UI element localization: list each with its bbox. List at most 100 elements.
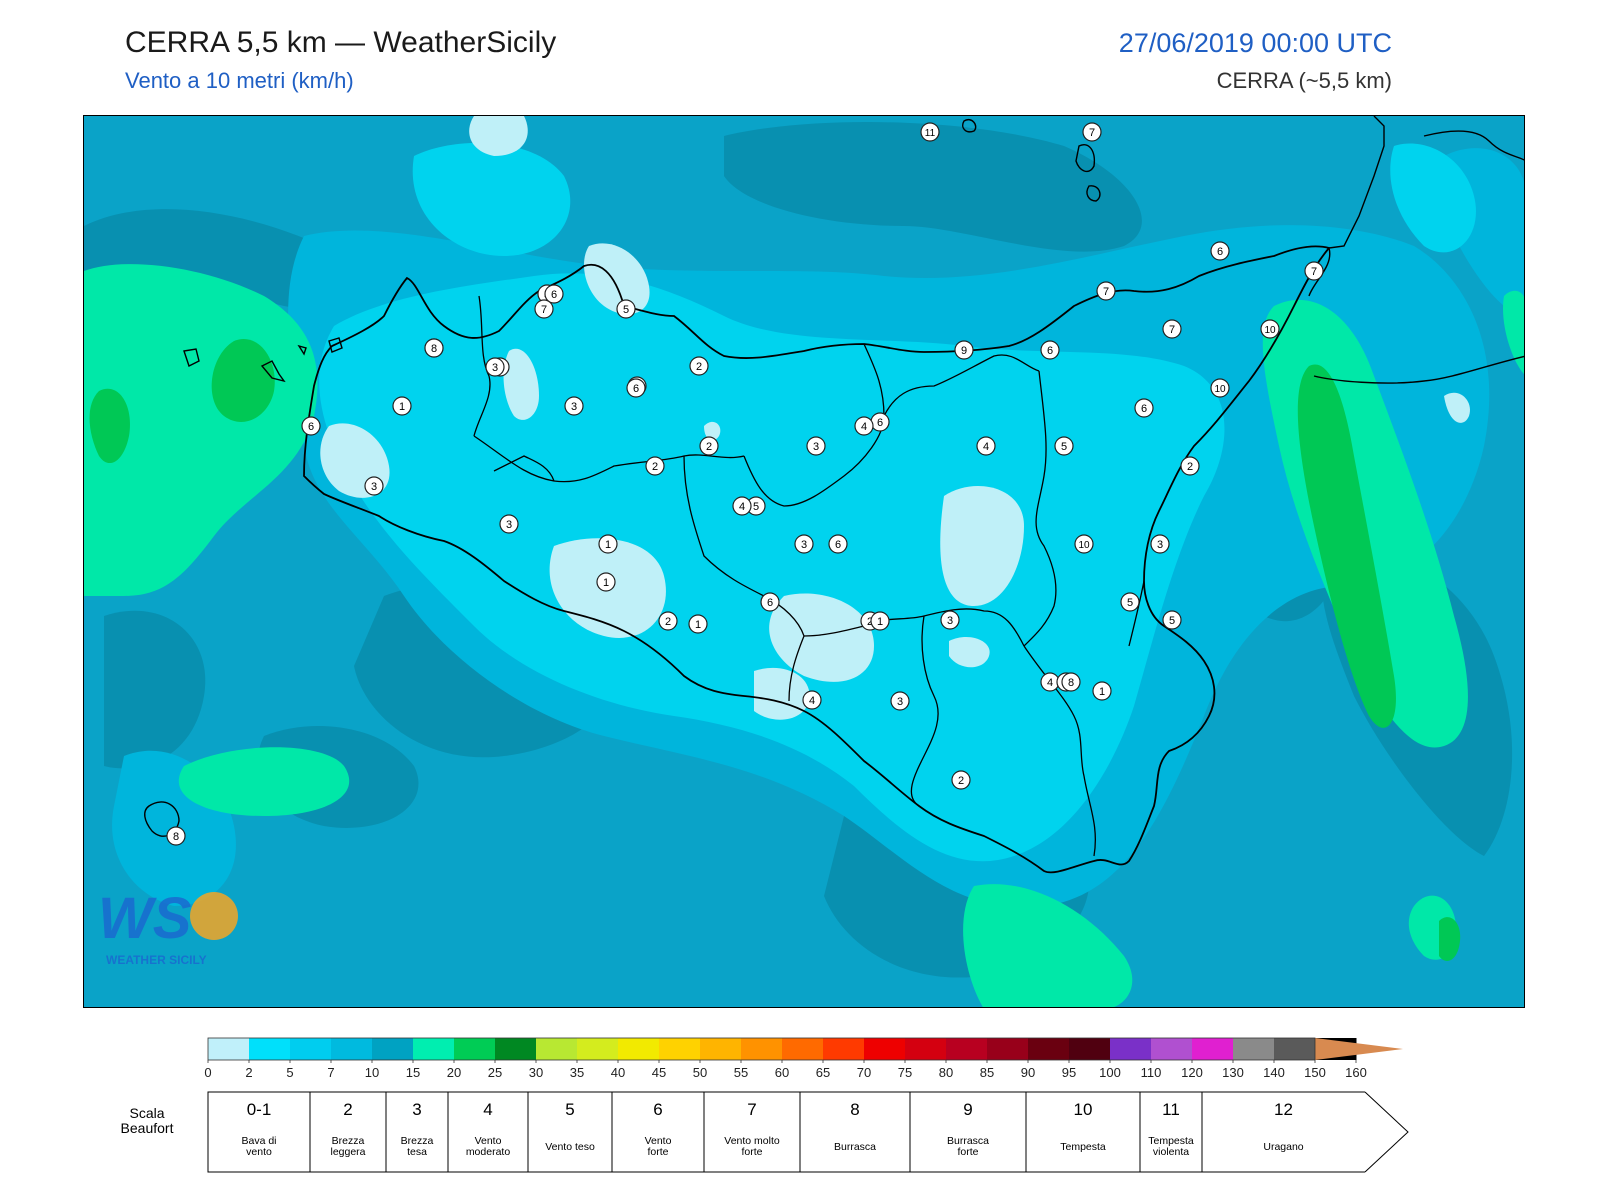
colorbar-swatch bbox=[1233, 1038, 1275, 1060]
colorbar-swatch bbox=[659, 1038, 701, 1060]
station-value: 7 bbox=[1089, 127, 1095, 139]
station-marker: 5 bbox=[746, 496, 766, 516]
beaufort-name: Vento bbox=[645, 1135, 672, 1147]
colorbar-swatch bbox=[946, 1038, 988, 1060]
colorbar-tick-label: 60 bbox=[775, 1065, 789, 1080]
beaufort-label-line2: Beaufort bbox=[121, 1120, 174, 1136]
station-marker: 5 bbox=[616, 299, 636, 319]
colorbar-outline bbox=[207, 1037, 1316, 1061]
station-marker: 7 bbox=[534, 299, 554, 319]
beaufort-name: Bava di bbox=[241, 1135, 276, 1147]
colorbar-tick-label: 95 bbox=[1062, 1065, 1076, 1080]
station-value: 7 bbox=[541, 304, 547, 316]
station-value: 5 bbox=[753, 501, 759, 513]
station-value: 10 bbox=[1078, 540, 1090, 551]
station-marker: 10 bbox=[1260, 319, 1280, 339]
station-marker: 3 bbox=[806, 436, 826, 456]
station-marker: 4 bbox=[976, 436, 996, 456]
colorbar-swatch bbox=[741, 1038, 783, 1060]
colorbar-tick-label: 100 bbox=[1099, 1065, 1121, 1080]
station-marker: 3 bbox=[364, 476, 384, 496]
colorbar-swatch bbox=[413, 1038, 455, 1060]
station-marker: 1 bbox=[1092, 681, 1112, 701]
station-value: 1 bbox=[605, 539, 611, 551]
station-value: 6 bbox=[1217, 246, 1223, 258]
colorbar-tick-label: 50 bbox=[693, 1065, 707, 1080]
beaufort-cell: 10 Tempesta bbox=[1025, 1091, 1141, 1173]
station-marker: 3 bbox=[940, 610, 960, 630]
sicily-coastline bbox=[303, 245, 1331, 874]
colorbar-tick-label: 0 bbox=[204, 1065, 211, 1080]
beaufort-name: Tempesta bbox=[1148, 1135, 1194, 1147]
station-markers: 1176777109610654623105452317165324623435… bbox=[166, 122, 1324, 846]
station-value: 10 bbox=[1214, 384, 1226, 395]
station-value: 6 bbox=[1141, 403, 1147, 415]
colorbar-tick-label: 5 bbox=[286, 1065, 293, 1080]
colorbar-swatch bbox=[208, 1038, 250, 1060]
station-value: 3 bbox=[1157, 539, 1163, 551]
beaufort-name: forte bbox=[957, 1146, 978, 1158]
station-value: 1 bbox=[695, 619, 701, 631]
station-marker: 5 bbox=[1054, 436, 1074, 456]
beaufort-name: forte bbox=[741, 1146, 762, 1158]
colorbar-swatch bbox=[577, 1038, 619, 1060]
station-marker: 1 bbox=[392, 396, 412, 416]
station-marker: 7 bbox=[1082, 122, 1102, 142]
beaufort-force: 7 bbox=[747, 1100, 756, 1119]
beaufort-force: 6 bbox=[653, 1100, 662, 1119]
station-marker: 6 bbox=[1134, 398, 1154, 418]
beaufort-name: tesa bbox=[407, 1146, 427, 1158]
beaufort-name: Burrasca bbox=[947, 1135, 989, 1147]
station-value: 7 bbox=[1311, 266, 1317, 278]
station-value: 4 bbox=[739, 501, 745, 513]
colorbar-tick-label: 85 bbox=[980, 1065, 994, 1080]
station-marker: 2 bbox=[1180, 456, 1200, 476]
colorbar-tick-label: 160 bbox=[1345, 1065, 1367, 1080]
station-value: 5 bbox=[623, 304, 629, 316]
colorbar-tick-label: 65 bbox=[816, 1065, 830, 1080]
station-value: 5 bbox=[1061, 441, 1067, 453]
beaufort-name: leggera bbox=[330, 1146, 365, 1158]
wind-map: 1176777109610654623105452317165324623435… bbox=[83, 115, 1525, 1008]
colorbar-swatch bbox=[1151, 1038, 1193, 1060]
beaufort-force: 5 bbox=[565, 1100, 574, 1119]
beaufort-force: 11 bbox=[1162, 1100, 1180, 1119]
wind-map-canvas: 1176777109610654623105452317165324623435… bbox=[84, 116, 1524, 1007]
colorbar-tick-label: 140 bbox=[1263, 1065, 1285, 1080]
station-value: 3 bbox=[371, 481, 377, 493]
wind-speed-colorbar: 0 2 5 7 10 15 20 25 30 35 40 45 50 55 60 65 70 75 80 85 90 95… bbox=[204, 1037, 1403, 1080]
colorbar-tick-label: 55 bbox=[734, 1065, 748, 1080]
beaufort-name: Vento bbox=[475, 1135, 502, 1147]
station-marker: 4 bbox=[802, 690, 822, 710]
station-marker: 2 bbox=[689, 356, 709, 376]
colorbar-swatch bbox=[1069, 1038, 1111, 1060]
station-marker: 2 bbox=[658, 611, 678, 631]
station-value: 4 bbox=[1047, 677, 1053, 689]
colorbar-tick-label: 130 bbox=[1222, 1065, 1244, 1080]
station-value: 6 bbox=[551, 289, 557, 301]
station-marker: 3 bbox=[499, 514, 519, 534]
station-marker: 10 bbox=[1210, 378, 1230, 398]
colorbar-swatches bbox=[208, 1038, 1357, 1060]
colorbar-swatch bbox=[372, 1038, 414, 1060]
station-marker: 3 bbox=[485, 357, 505, 377]
colorbar-tick-labels: 0 2 5 7 10 15 20 25 30 35 40 45 50 55 60 65 70 75 80 85 90 95… bbox=[204, 1060, 1367, 1080]
colorbar-swatch bbox=[700, 1038, 742, 1060]
station-marker: 7 bbox=[1304, 261, 1324, 281]
station-marker: 6 bbox=[1040, 340, 1060, 360]
beaufort-force: 10 bbox=[1074, 1100, 1093, 1119]
colorbar-swatch bbox=[864, 1038, 906, 1060]
colorbar-tick-label: 70 bbox=[857, 1065, 871, 1080]
beaufort-force: 12 bbox=[1274, 1100, 1293, 1119]
colorbar-tick-label: 80 bbox=[939, 1065, 953, 1080]
colorbar-swatch bbox=[618, 1038, 660, 1060]
beaufort-force: 0-1 bbox=[247, 1100, 272, 1119]
beaufort-force: 3 bbox=[412, 1100, 421, 1119]
colorbar-tick-label: 25 bbox=[488, 1065, 502, 1080]
logo-letters: WS bbox=[98, 886, 192, 951]
beaufort-cell: 5 Vento teso bbox=[527, 1091, 613, 1173]
station-marker: 8 bbox=[424, 338, 444, 358]
